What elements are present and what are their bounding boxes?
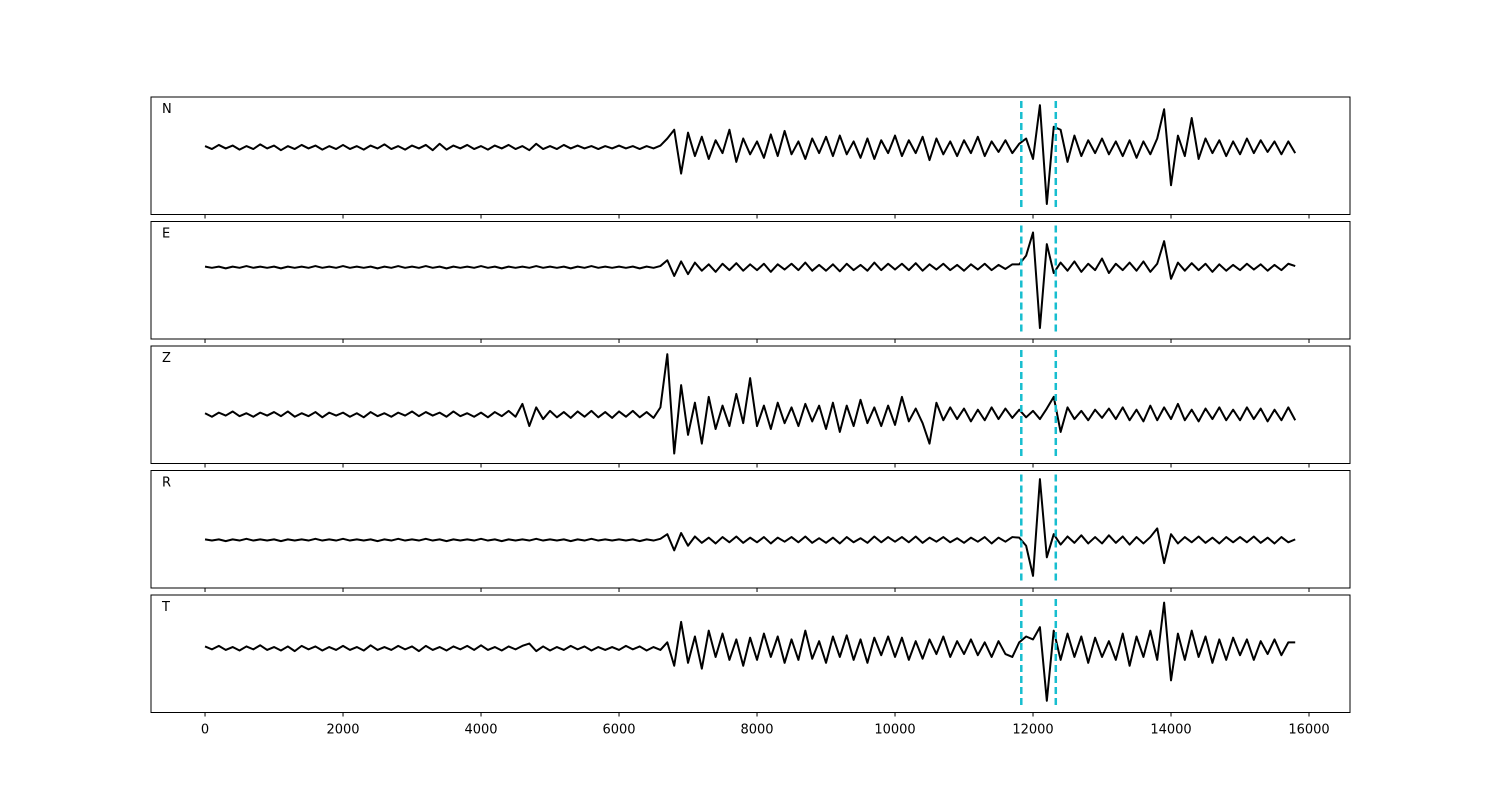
trace [204, 231, 1296, 329]
trace [204, 353, 1297, 455]
panel-label: Z [162, 351, 171, 366]
trace [204, 104, 1297, 205]
panel-label: N [162, 102, 172, 117]
panel-frame [150, 221, 1351, 340]
panel-label: T [161, 600, 170, 615]
panel-label: R [162, 476, 171, 491]
x-tick-label: 0 [201, 723, 209, 738]
x-tick-label: 6000 [602, 723, 635, 738]
trace [204, 601, 1296, 702]
x-tick-label: 2000 [326, 723, 359, 738]
panel-frame [150, 470, 1351, 589]
x-tick-label: 4000 [464, 723, 497, 738]
x-tick-label: 16000 [1288, 723, 1329, 738]
x-tick-label: 10000 [874, 723, 915, 738]
x-tick-label: 8000 [740, 723, 773, 738]
panel-frame [150, 345, 1351, 464]
panel-frame [150, 96, 1351, 215]
trace [204, 478, 1296, 577]
panel-frame [150, 594, 1351, 713]
x-tick-label: 12000 [1012, 723, 1053, 738]
x-tick-label: 14000 [1150, 723, 1191, 738]
panel-label: E [162, 227, 170, 242]
